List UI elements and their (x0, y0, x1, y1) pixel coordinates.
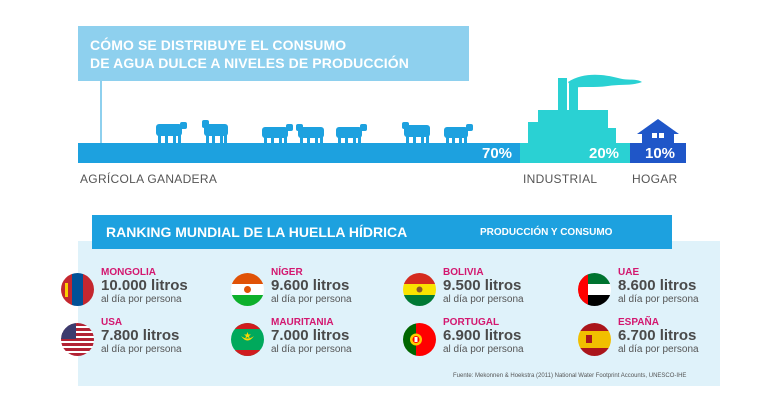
ranking-title-banner: RANKING MUNDIAL DE LA HUELLA HÍDRICA PRO… (92, 215, 672, 249)
percent-hogar: 10% (645, 145, 676, 162)
country-name: NÍGER (271, 267, 303, 278)
country-value: 8.600 litros (618, 277, 697, 294)
country-entry: USA 7.800 litros al día por persona (61, 317, 231, 361)
cow-icon (444, 124, 473, 144)
usa-flag-icon (61, 323, 94, 356)
label-industrial: INDUSTRIAL (523, 172, 598, 186)
label-hogar: HOGAR (632, 172, 678, 186)
title-banner: CÓMO SE DISTRIBUYE EL CONSUMO DE AGUA DU… (78, 26, 469, 81)
country-entry: MONGOLIA 10.000 litros al día por person… (61, 267, 231, 311)
ranking-title: RANKING MUNDIAL DE LA HUELLA HÍDRICA (106, 224, 408, 240)
bar-agricola (78, 143, 520, 163)
country-unit: al día por persona (271, 344, 352, 355)
cow-icon (336, 124, 367, 144)
cow-icon (262, 124, 293, 144)
country-name: PORTUGAL (443, 317, 500, 328)
mongolia-flag-icon (61, 273, 94, 306)
mauritania-flag-icon (231, 323, 264, 356)
country-unit: al día por persona (271, 294, 352, 305)
country-value: 10.000 litros (101, 277, 188, 294)
niger-flag-icon (231, 273, 264, 306)
country-unit: al día por persona (101, 294, 182, 305)
cattle-icons (156, 120, 473, 144)
country-unit: al día por persona (101, 344, 182, 355)
country-entry: UAE 8.600 litros al día por persona (578, 267, 748, 311)
bar-industrial (520, 143, 630, 163)
country-entry: NÍGER 9.600 litros al día por persona (231, 267, 401, 311)
spain-flag-icon (578, 323, 611, 356)
uae-flag-icon (578, 273, 611, 306)
country-value: 9.600 litros (271, 277, 350, 294)
country-name: USA (101, 317, 123, 328)
country-unit: al día por persona (443, 344, 524, 355)
house-icon (637, 119, 679, 144)
country-value: 6.900 litros (443, 327, 522, 344)
portugal-flag-icon (403, 323, 436, 356)
country-unit: al día por persona (618, 294, 699, 305)
cow-icon (202, 120, 228, 143)
country-name: ESPAÑA (618, 317, 659, 328)
country-name: UAE (618, 267, 640, 278)
percent-agricola: 70% (482, 145, 513, 162)
ranking-subtitle: PRODUCCIÓN Y CONSUMO (480, 227, 613, 238)
country-value: 9.500 litros (443, 277, 522, 294)
country-name: BOLIVIA (443, 267, 484, 278)
bar-hogar (630, 143, 686, 163)
percent-industrial: 20% (589, 145, 620, 162)
country-entry: PORTUGAL 6.900 litros al día por persona (403, 317, 573, 361)
country-unit: al día por persona (443, 294, 524, 305)
title-line-1: CÓMO SE DISTRIBUYE EL CONSUMO (90, 37, 347, 53)
country-entry: ESPAÑA 6.700 litros al día por persona (578, 317, 748, 361)
source-note: Fuente: Mekonnen & Hoekstra (2011) Natio… (453, 373, 687, 379)
country-entry: MAURITANIA 7.000 litros al día por perso… (231, 317, 401, 361)
ranking-panel (78, 241, 720, 386)
country-entry: BOLIVIA 9.500 litros al día por persona (403, 267, 573, 311)
bolivia-flag-icon (403, 273, 436, 306)
cow-icon (156, 122, 187, 143)
country-unit: al día por persona (618, 344, 699, 355)
country-value: 7.000 litros (271, 327, 350, 344)
cow-icon (296, 124, 324, 144)
country-name: MAURITANIA (271, 317, 334, 328)
title-line-2: DE AGUA DULCE A NIVELES DE PRODUCCIÓN (90, 55, 409, 71)
country-value: 6.700 litros (618, 327, 697, 344)
label-agricola: AGRÍCOLA GANADERA (80, 172, 218, 186)
country-value: 7.800 litros (101, 327, 180, 344)
banner-pole (100, 81, 102, 144)
country-name: MONGOLIA (101, 267, 156, 278)
factory-icon (528, 74, 642, 144)
cow-icon (402, 122, 430, 144)
